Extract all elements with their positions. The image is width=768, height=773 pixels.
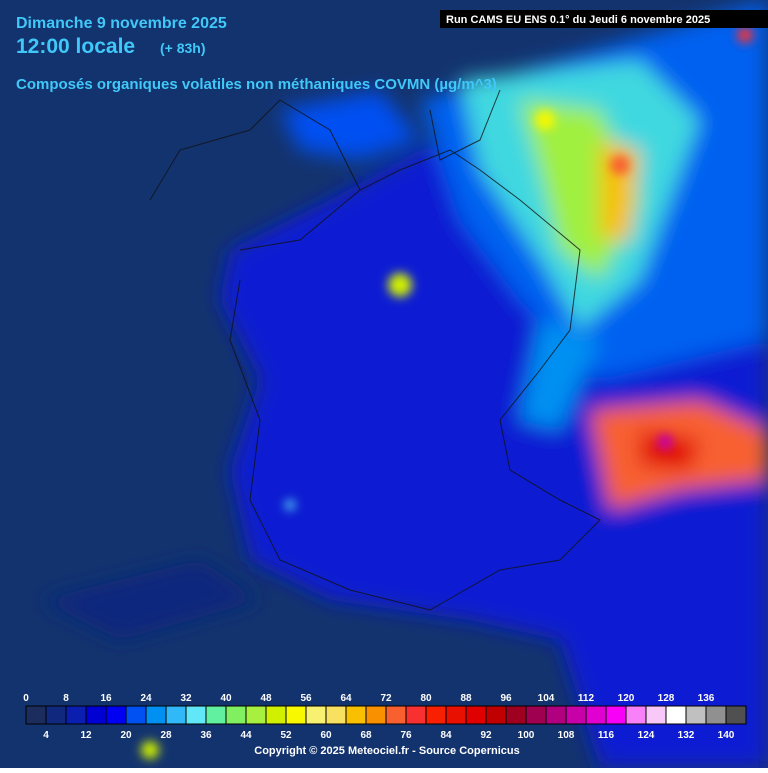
legend-label: 60 xyxy=(320,730,332,741)
legend-swatch xyxy=(25,705,47,725)
legend-label: 52 xyxy=(280,730,292,741)
legend-swatch xyxy=(505,705,527,725)
legend-swatch xyxy=(345,705,367,725)
legend-swatch xyxy=(205,705,227,725)
hotspots xyxy=(141,27,753,759)
legend-label: 76 xyxy=(400,730,412,741)
legend-label: 24 xyxy=(140,693,152,704)
legend-label: 132 xyxy=(678,730,695,741)
legend-swatch xyxy=(705,705,727,725)
legend-label: 96 xyxy=(500,693,512,704)
legend-label: 72 xyxy=(380,693,392,704)
run-info: Run CAMS EU ENS 0.1° du Jeudi 6 novembre… xyxy=(446,14,710,26)
legend-swatch xyxy=(625,705,647,725)
legend-swatch xyxy=(125,705,147,725)
legend-label: 8 xyxy=(63,693,69,704)
legend-swatch xyxy=(145,705,167,725)
legend-swatch xyxy=(65,705,87,725)
legend-swatch xyxy=(265,705,287,725)
legend-label: 92 xyxy=(480,730,492,741)
legend-swatch xyxy=(325,705,347,725)
legend-swatch xyxy=(465,705,487,725)
legend-swatch xyxy=(385,705,407,725)
legend-label: 36 xyxy=(200,730,212,741)
legend-swatch xyxy=(305,705,327,725)
legend-swatch xyxy=(185,705,207,725)
legend-label: 56 xyxy=(300,693,312,704)
legend-label: 136 xyxy=(698,693,715,704)
legend-label: 80 xyxy=(420,693,432,704)
copyright: Copyright © 2025 Meteociel.fr - Source C… xyxy=(254,745,519,757)
legend-label: 12 xyxy=(80,730,92,741)
legend-label: 40 xyxy=(220,693,232,704)
legend-swatch xyxy=(585,705,607,725)
legend-swatch xyxy=(605,705,627,725)
legend-swatch xyxy=(225,705,247,725)
legend-swatch xyxy=(725,705,747,725)
legend-label: 32 xyxy=(180,693,192,704)
legend-label: 128 xyxy=(658,693,675,704)
legend-swatch xyxy=(545,705,567,725)
legend-swatch xyxy=(85,705,107,725)
legend-label: 116 xyxy=(598,730,615,741)
legend-label: 28 xyxy=(160,730,172,741)
legend-swatch xyxy=(405,705,427,725)
legend-label: 64 xyxy=(340,693,352,704)
legend-label: 100 xyxy=(518,730,535,741)
date: Dimanche 9 novembre 2025 xyxy=(16,15,227,32)
legend-swatch xyxy=(105,705,127,725)
concentration-field xyxy=(40,0,768,768)
legend-swatch xyxy=(485,705,507,725)
legend-label: 4 xyxy=(43,730,49,741)
legend-swatch xyxy=(565,705,587,725)
legend-swatch xyxy=(365,705,387,725)
legend-swatch xyxy=(165,705,187,725)
legend-swatch xyxy=(685,705,707,725)
time: 12:00 locale xyxy=(16,35,135,58)
legend-swatch xyxy=(445,705,467,725)
legend-swatch xyxy=(285,705,307,725)
legend-label: 108 xyxy=(558,730,575,741)
legend-label: 20 xyxy=(120,730,132,741)
legend-label: 104 xyxy=(538,693,555,704)
legend-label: 0 xyxy=(23,693,29,704)
borders xyxy=(149,89,601,611)
legend-label: 44 xyxy=(240,730,252,741)
legend-label: 120 xyxy=(618,693,635,704)
legend-label: 140 xyxy=(718,730,735,741)
legend-label: 48 xyxy=(260,693,272,704)
legend-swatch xyxy=(425,705,447,725)
legend: 0481216202428323640444852566064687276808… xyxy=(23,693,747,741)
legend-label: 124 xyxy=(638,730,655,741)
legend-label: 68 xyxy=(360,730,372,741)
legend-swatch xyxy=(525,705,547,725)
field-title: Composés organiques volatiles non méthan… xyxy=(16,76,497,93)
lead-time: (+ 83h) xyxy=(160,40,206,56)
legend-label: 88 xyxy=(460,693,472,704)
legend-label: 16 xyxy=(100,693,112,704)
legend-label: 84 xyxy=(440,730,452,741)
legend-swatch xyxy=(665,705,687,725)
run-banner xyxy=(440,10,768,28)
legend-swatch xyxy=(645,705,667,725)
legend-swatch xyxy=(45,705,67,725)
legend-swatch xyxy=(245,705,267,725)
legend-label: 112 xyxy=(578,693,595,704)
